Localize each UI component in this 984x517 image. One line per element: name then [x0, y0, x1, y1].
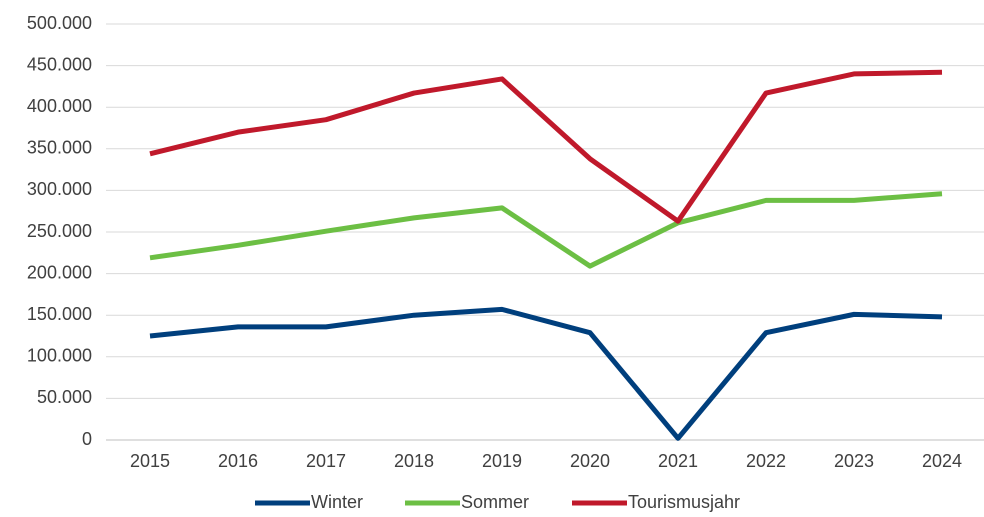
x-tick-label: 2022	[746, 451, 786, 471]
legend-label: Tourismusjahr	[628, 492, 740, 512]
y-tick-label: 200.000	[27, 262, 92, 282]
x-tick-label: 2017	[306, 451, 346, 471]
x-tick-label: 2019	[482, 451, 522, 471]
y-tick-label: 50.000	[37, 387, 92, 407]
series-line	[149, 69, 943, 224]
y-tick-label: 0	[82, 429, 92, 449]
legend-label: Sommer	[461, 492, 529, 512]
series-line	[149, 306, 943, 441]
legend-label: Winter	[311, 492, 363, 512]
y-tick-label: 450.000	[27, 54, 92, 74]
y-tick-label: 500.000	[27, 13, 92, 33]
y-tick-label: 250.000	[27, 221, 92, 241]
x-tick-label: 2021	[658, 451, 698, 471]
x-tick-label: 2023	[834, 451, 874, 471]
y-tick-label: 100.000	[27, 346, 92, 366]
series-line	[149, 191, 943, 269]
x-tick-label: 2015	[130, 451, 170, 471]
y-tick-label: 400.000	[27, 96, 92, 116]
x-tick-label: 2024	[922, 451, 962, 471]
y-tick-label: 350.000	[27, 138, 92, 158]
x-tick-label: 2018	[394, 451, 434, 471]
y-tick-label: 150.000	[27, 304, 92, 324]
x-tick-label: 2020	[570, 451, 610, 471]
x-tick-label: 2016	[218, 451, 258, 471]
y-tick-label: 300.000	[27, 179, 92, 199]
